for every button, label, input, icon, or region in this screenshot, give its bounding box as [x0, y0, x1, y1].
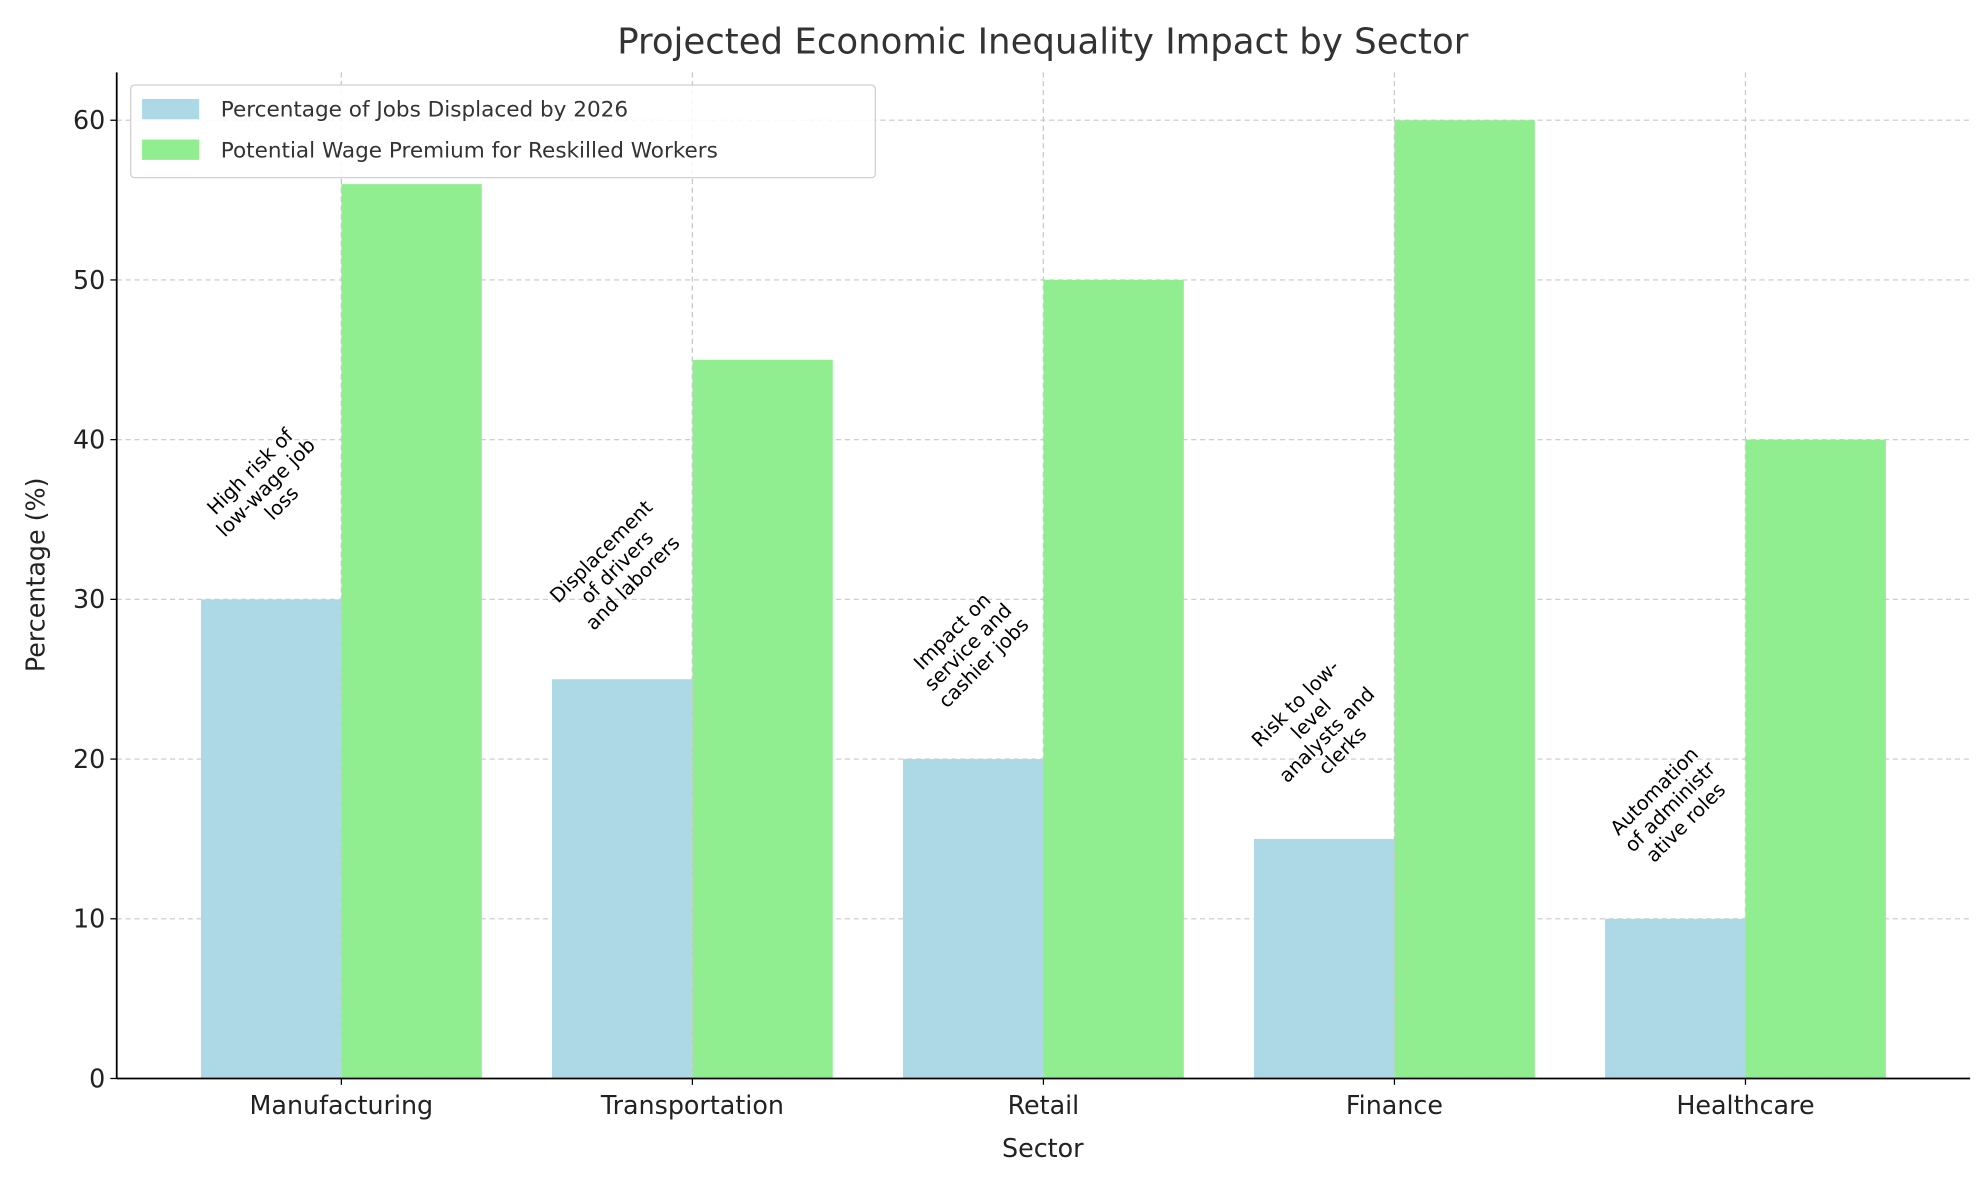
- annotation-healthcare: Automationof administrative roles: [1604, 741, 1736, 873]
- x-tick-label-healthcare: Healthcare: [1676, 1090, 1814, 1120]
- legend-swatch-wage-premium: [142, 139, 200, 160]
- bar-percentage-of-jobs-transportation: [551, 679, 693, 1079]
- y-tick-label: 10: [73, 904, 105, 934]
- annotation-finance: Risk to low-levelanalysts andclerks: [1243, 651, 1395, 803]
- annotation-manufacturing: High risk oflow-wage jobloss: [196, 418, 335, 557]
- legend: Percentage of Jobs Displaced by 2026 Pot…: [130, 84, 876, 179]
- y-tick-label: 0: [89, 1063, 105, 1093]
- y-axis-title: Percentage (%): [20, 477, 50, 672]
- y-tick-label: 60: [73, 105, 105, 135]
- bar-potential-wage-premium-retail: [1043, 279, 1184, 1079]
- y-tick-label: 20: [73, 744, 105, 774]
- x-tick-label-manufacturing: Manufacturing: [250, 1090, 434, 1120]
- x-axis-title: Sector: [1002, 1133, 1084, 1163]
- bar-potential-wage-premium-finance: [1394, 120, 1535, 1079]
- x-tick-label-transportation: Transportation: [600, 1090, 784, 1120]
- bars: [200, 72, 1886, 1079]
- legend-frame: [130, 84, 876, 179]
- annotation-transportation: Displacementof driversand laborers: [545, 495, 688, 638]
- legend-swatch-jobs-displaced: [142, 98, 200, 120]
- y-tick-label: 50: [73, 265, 105, 295]
- bar-potential-wage-premium-transportation: [692, 359, 833, 1079]
- bar-percentage-of-jobs-manufacturing: [200, 599, 342, 1079]
- legend-label-wage-premium: Potential Wage Premium for Reskilled Wor…: [221, 138, 718, 163]
- bar-potential-wage-premium-healthcare: [1745, 439, 1886, 1079]
- x-tick-label-finance: Finance: [1346, 1090, 1443, 1120]
- annotation-retail: Impact onservice andcashier jobs: [903, 582, 1034, 713]
- bar-potential-wage-premium-manufacturing: [341, 184, 482, 1079]
- x-tick-label-retail: Retail: [1008, 1090, 1080, 1120]
- legend-label-jobs-displaced: Percentage of Jobs Displaced by 2026: [221, 98, 628, 123]
- bar-percentage-of-jobs-healthcare: [1605, 918, 1746, 1079]
- bar-percentage-of-jobs-retail: [903, 759, 1044, 1079]
- y-tick-label: 30: [73, 584, 105, 614]
- chart-title: Projected Economic Inequality Impact by …: [617, 21, 1469, 62]
- axes: 0 10 20 30 40 50 60 Manufacturing Transportation…: [73, 72, 1971, 1120]
- y-tick-label: 40: [73, 425, 105, 455]
- bar-percentage-of-jobs-finance: [1254, 838, 1395, 1079]
